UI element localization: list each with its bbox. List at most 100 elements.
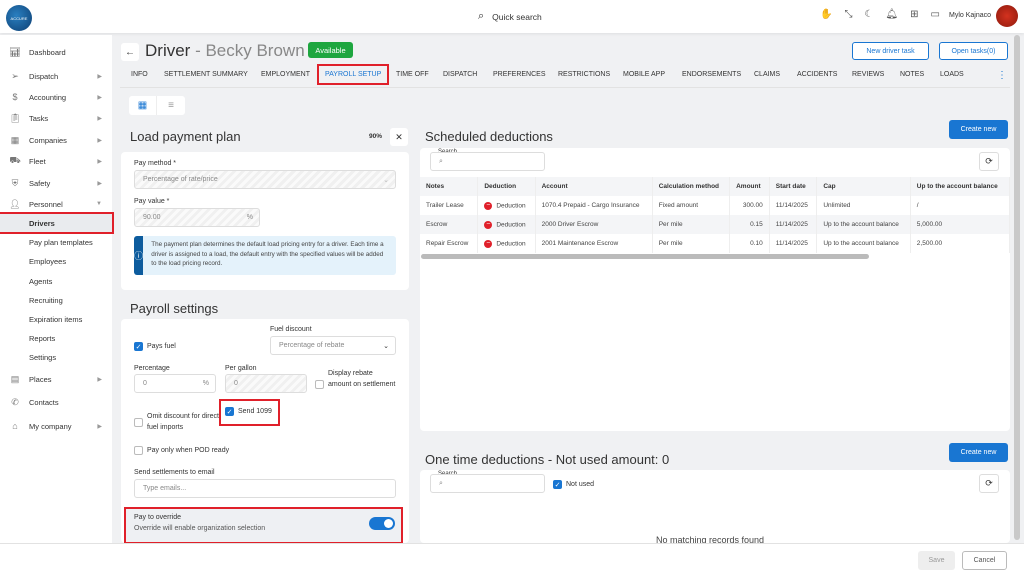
grid-view-icon[interactable]: ▦ [129, 96, 157, 115]
pay-method-select[interactable]: Percentage of rate/price ⌄ [134, 170, 396, 189]
more-vertical-icon[interactable]: ⋮ [997, 70, 1007, 81]
tab-info[interactable]: INFO [131, 71, 148, 78]
vertical-scrollbar[interactable] [1014, 35, 1020, 540]
sidebar-item-contacts[interactable]: ✆ Contacts [0, 393, 112, 411]
tab-preferences[interactable]: PREFERENCES [493, 71, 546, 78]
one-time-search-input[interactable]: ⌕ [430, 474, 545, 493]
sidebar-item-accounting[interactable]: $ Accounting ▶ [0, 88, 112, 106]
table-cell: Per mile [652, 215, 731, 234]
table-cell: 2001 Maintenance Escrow [535, 234, 653, 253]
pay-pod-checkbox[interactable] [134, 446, 143, 455]
sidebar-item-personnel[interactable]: 👤︎ Personnel ▼ [9, 198, 102, 209]
column-header[interactable]: Deduction [477, 177, 536, 196]
tab-mobile-app[interactable]: MOBILE APP [623, 71, 666, 78]
send-1099-checkbox[interactable]: ✓ [225, 407, 234, 416]
column-header[interactable]: Cap [816, 177, 911, 196]
pay-value-input[interactable]: 90.00% [134, 208, 260, 227]
tab-settlement-summary[interactable]: SETTLEMENT SUMMARY [164, 71, 248, 78]
table-cell: Escrow [420, 215, 479, 234]
user-name[interactable]: Mylo Kajnaco [949, 12, 992, 19]
hand-icon[interactable]: ✋ [820, 9, 833, 20]
table-row[interactable]: Repair Escrow − Deduction 2001 Maintenance … [420, 234, 1010, 253]
search-icon: ⌕ [439, 157, 443, 165]
override-toggle[interactable] [369, 517, 395, 530]
app-logo[interactable]: ACCURE [6, 5, 32, 31]
sidebar-item-settings[interactable]: Settings [29, 352, 57, 362]
tab-reviews[interactable]: REVIEWS [852, 71, 885, 78]
sidebar-item-agents[interactable]: Agents [29, 276, 53, 286]
back-button[interactable]: ← [121, 43, 139, 61]
sidebar-item-places[interactable]: ▤ Places ▶ [10, 373, 102, 384]
list-view-icon[interactable]: ≡ [168, 100, 174, 111]
column-header[interactable]: Notes [420, 177, 479, 196]
tab-payroll-setup[interactable]: PAYROLL SETUP [316, 64, 390, 85]
cancel-button[interactable]: Cancel [962, 551, 1007, 570]
percentage-input[interactable]: 0% [134, 374, 216, 393]
caret-down-icon: ▼ [96, 201, 102, 207]
sidebar-item-reports[interactable]: Reports [29, 333, 56, 343]
tab-endorsements[interactable]: ENDORSEMENTS [682, 71, 742, 78]
sidebar-item-dashboard[interactable]: 📊︎ Dashboard [9, 46, 66, 57]
tab-accidents[interactable]: ACCIDENTS [797, 71, 838, 78]
table-row[interactable]: Trailer Lease − Deduction 1070.4 Prepaid - … [420, 196, 1010, 215]
display-rebate-checkbox[interactable] [315, 380, 324, 389]
pays-fuel-checkbox[interactable]: ✓ [134, 342, 143, 351]
table-cell: − Deduction [477, 234, 536, 253]
create-new-one-time-button[interactable]: Create new [949, 443, 1008, 462]
sidebar-item-my-company[interactable]: ⌂ My company ▶ [0, 417, 112, 435]
email-input[interactable]: Type emails... [134, 479, 396, 498]
sidebar-item-recruiting[interactable]: Recruiting [29, 295, 63, 305]
phone-icon: ✆ [11, 396, 19, 407]
sidebar-item-safety[interactable]: ⛨ Safety ▶ [0, 174, 112, 192]
tab-restrictions[interactable]: RESTRICTIONS [558, 71, 611, 78]
sidebar-item-expiration-items[interactable]: Expiration items [29, 314, 83, 324]
omit-discount-checkbox[interactable] [134, 418, 143, 427]
sidebar-item-employees[interactable]: Employees [29, 256, 67, 266]
tab-notes[interactable]: NOTES [900, 71, 925, 78]
sidebar-item-companies[interactable]: ▦ Companies ▶ [10, 134, 102, 145]
table-cell: 11/14/2025 [769, 215, 818, 234]
not-used-checkbox[interactable]: ✓ [553, 480, 562, 489]
send-icon: ➢ [11, 70, 19, 81]
sidebar-item-fleet[interactable]: ⛟ Fleet ▶ [9, 155, 102, 166]
sidebar-item-tasks[interactable]: 📋︎ Tasks ▶ [9, 112, 102, 123]
moon-icon[interactable]: ☾ [864, 9, 874, 20]
open-tasks-button[interactable]: Open tasks(0) [939, 42, 1008, 60]
column-header[interactable]: Up to the account balance [910, 177, 1010, 196]
wallet-icon[interactable]: ▭ [930, 9, 940, 20]
tab-time-off[interactable]: TIME OFF [396, 71, 429, 78]
caret-right-icon: ▶ [97, 423, 102, 430]
new-driver-task-button[interactable]: New driver task [852, 42, 929, 60]
table-cell: Fixed amount [652, 196, 731, 215]
table-cell: 2000 Driver Escrow [535, 215, 653, 234]
quick-search[interactable]: ⌕ Quick search [478, 10, 542, 22]
per-gallon-input[interactable]: 0 [225, 374, 307, 393]
column-header[interactable]: Account [535, 177, 653, 196]
bell-icon[interactable]: 🔔︎ [885, 9, 899, 20]
table-cell: Per mile [652, 234, 731, 253]
tab-claims[interactable]: CLAIMS [754, 71, 781, 78]
avatar[interactable] [996, 5, 1018, 27]
collapse-icon[interactable]: ⤡ [844, 9, 853, 20]
tab-dispatch[interactable]: DISPATCH [443, 71, 478, 78]
tab-employment[interactable]: EMPLOYMENT [261, 71, 311, 78]
not-used-label: Not used [566, 481, 595, 488]
apps-icon[interactable]: ⊞ [910, 9, 919, 20]
save-button[interactable]: Save [918, 551, 955, 570]
scheduled-search-input[interactable]: ⌕ [430, 152, 545, 171]
payroll-card: ✓ Pays fuel Fuel discount Percentage of … [121, 319, 409, 544]
sidebar-item-pay-plan-templates[interactable]: Pay plan templates [29, 237, 93, 247]
table-row[interactable]: Escrow − Deduction 2000 Driver Escrow Per mi… [420, 215, 1010, 234]
close-icon[interactable]: ✕ [390, 128, 408, 146]
tab-loads[interactable]: LOADS [940, 71, 964, 78]
create-new-scheduled-button[interactable]: Create new [949, 120, 1008, 139]
column-header[interactable]: Calculation method [652, 177, 731, 196]
sidebar-item-drivers[interactable]: Drivers [0, 212, 114, 234]
fuel-discount-select[interactable]: Percentage of rebate ⌄ [270, 336, 396, 355]
horizontal-scrollbar[interactable] [421, 254, 869, 259]
refresh-icon[interactable]: ⟳ [979, 474, 999, 493]
refresh-icon[interactable]: ⟳ [979, 152, 999, 171]
column-header[interactable]: Start date [769, 177, 818, 196]
column-header[interactable]: Amount [729, 177, 770, 196]
sidebar-item-dispatch[interactable]: ➢ Dispatch ▶ [0, 67, 112, 85]
